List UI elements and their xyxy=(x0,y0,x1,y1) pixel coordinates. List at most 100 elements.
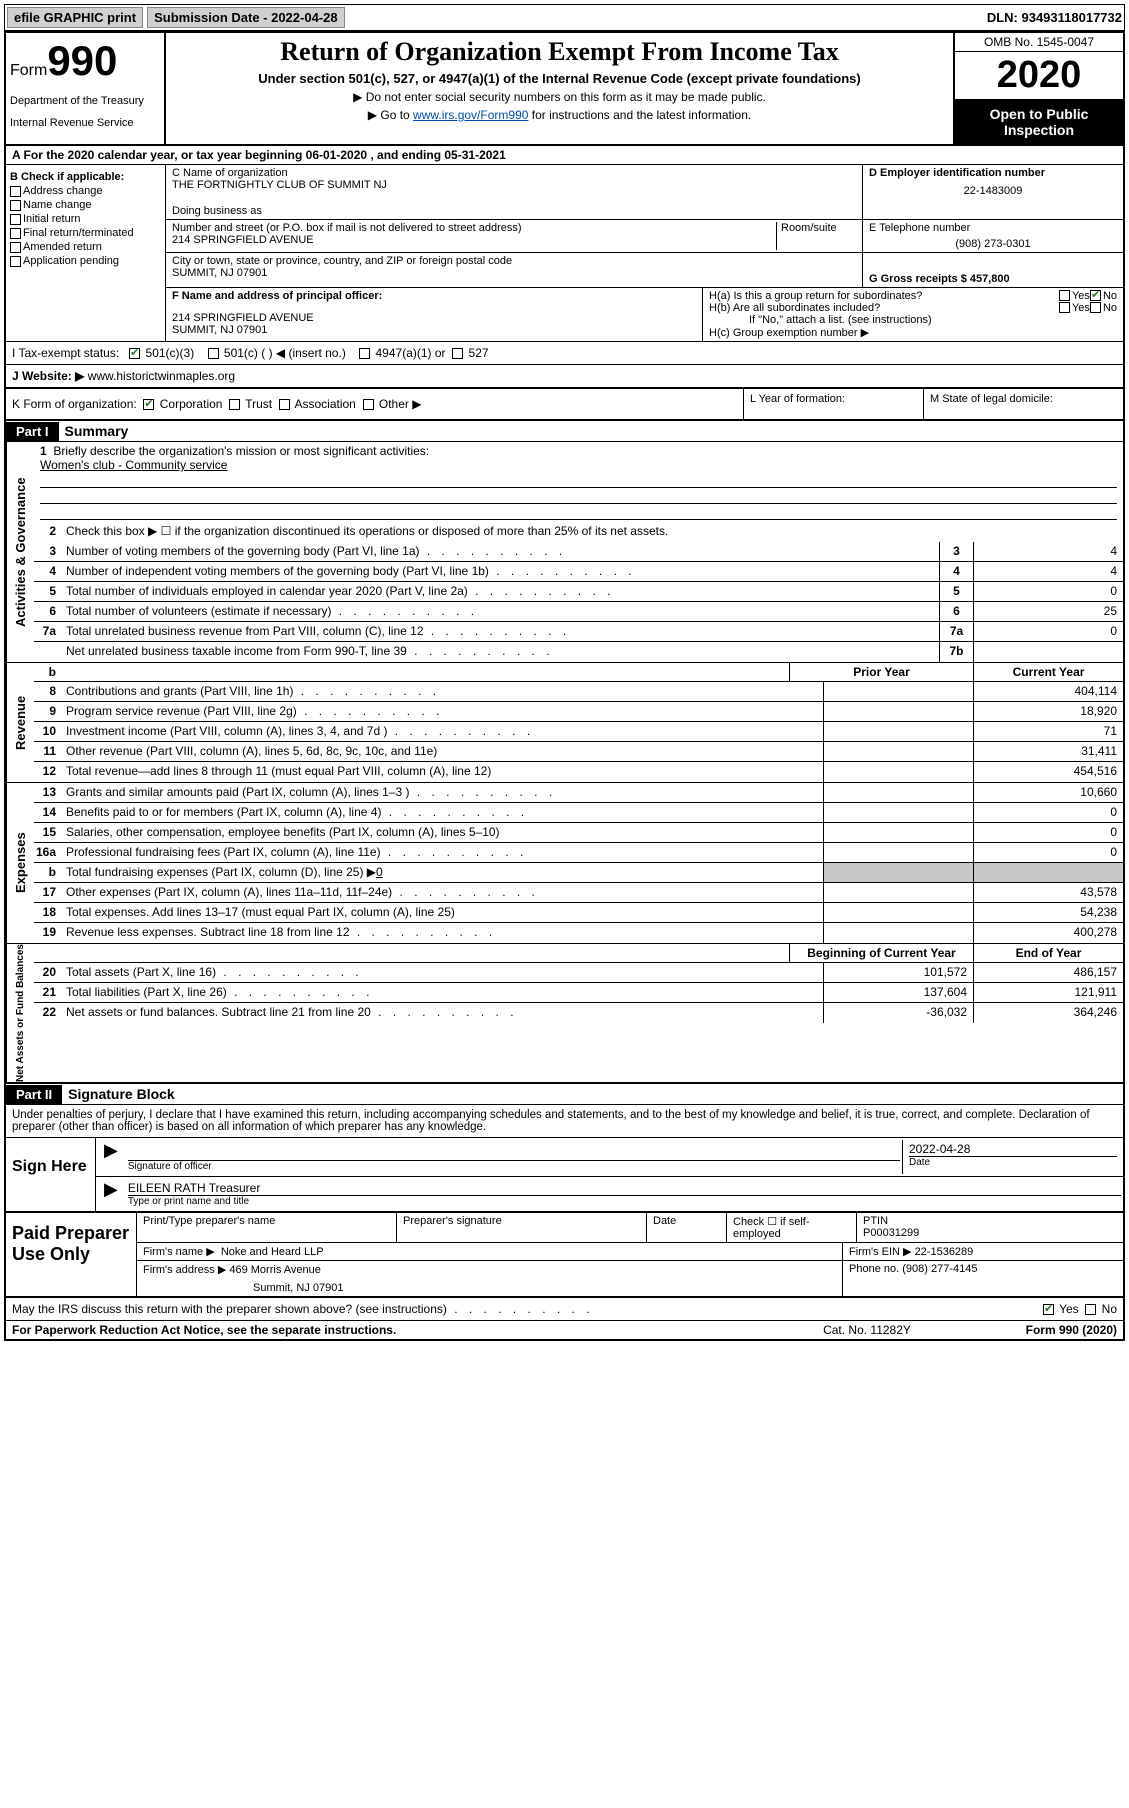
chk-name-change[interactable] xyxy=(10,200,21,211)
officer-name-label: Type or print name and title xyxy=(128,1195,1121,1207)
submission-date: Submission Date - 2022-04-28 xyxy=(147,7,345,28)
firm-phone: (908) 277-4145 xyxy=(902,1263,977,1275)
line16b-text: Total fundraising expenses (Part IX, col… xyxy=(62,863,823,882)
firm-name-label: Firm's name ▶ xyxy=(143,1246,215,1258)
part2-header: Part II xyxy=(6,1085,62,1104)
chk-other[interactable] xyxy=(363,399,374,410)
hb-yes[interactable] xyxy=(1059,302,1070,313)
chk-501c[interactable] xyxy=(208,348,219,359)
irs-link[interactable]: www.irs.gov/Form990 xyxy=(413,108,528,122)
lbl-final-return: Final return/terminated xyxy=(23,227,134,239)
lbl-corp: Corporation xyxy=(160,397,223,411)
chk-amended[interactable] xyxy=(10,242,21,253)
firm-name: Noke and Heard LLP xyxy=(221,1246,324,1258)
col-begin-year: Beginning of Current Year xyxy=(789,944,973,962)
line11-val: 31,411 xyxy=(973,742,1123,761)
website-label: J Website: ▶ xyxy=(12,369,88,383)
line1-label: Briefly describe the organization's miss… xyxy=(53,444,429,458)
col-current-year: Current Year xyxy=(973,663,1123,681)
prep-selfemp: Check ☐ if self-employed xyxy=(727,1213,857,1242)
lbl-trust: Trust xyxy=(245,397,272,411)
rev-b: b xyxy=(34,663,62,681)
dept-treasury: Department of the Treasury xyxy=(10,95,160,107)
ein-label: D Employer identification number xyxy=(869,167,1045,179)
prep-sig-label: Preparer's signature xyxy=(397,1213,647,1242)
omb-number: OMB No. 1545-0047 xyxy=(955,33,1123,52)
line17-val: 43,578 xyxy=(973,883,1123,902)
chk-527[interactable] xyxy=(452,348,463,359)
goto-note: ▶ Go to www.irs.gov/Form990 for instruct… xyxy=(170,108,949,122)
tax-year: 2020 xyxy=(955,52,1123,100)
chk-final-return[interactable] xyxy=(10,228,21,239)
paid-preparer-label: Paid Preparer Use Only xyxy=(6,1213,136,1296)
tax-exempt-row: I Tax-exempt status: 501(c)(3) 501(c) ( … xyxy=(6,342,1123,365)
efile-print-button[interactable]: efile GRAPHIC print xyxy=(7,7,143,28)
officer-label: F Name and address of principal officer: xyxy=(172,290,382,302)
ha-label: H(a) Is this a group return for subordin… xyxy=(709,290,1059,302)
ha-yes[interactable] xyxy=(1059,290,1070,301)
line14-val: 0 xyxy=(973,803,1123,822)
line18-val: 54,238 xyxy=(973,903,1123,922)
chk-address-change[interactable] xyxy=(10,186,21,197)
line16a-val: 0 xyxy=(973,843,1123,862)
prep-date-label: Date xyxy=(647,1213,727,1242)
hb-yes-lbl: Yes xyxy=(1072,302,1090,314)
lbl-501c3: 501(c)(3) xyxy=(146,346,195,360)
chk-app-pending[interactable] xyxy=(10,256,21,267)
lbl-app-pending: Application pending xyxy=(23,255,119,267)
firm-phone-label: Phone no. xyxy=(849,1263,899,1275)
line20-prior: 101,572 xyxy=(823,963,973,982)
ptin-label: PTIN xyxy=(863,1215,1117,1227)
line14-text: Benefits paid to or for members (Part IX… xyxy=(62,803,823,822)
line4-text: Number of independent voting members of … xyxy=(62,562,939,581)
phone-label: E Telephone number xyxy=(869,222,1117,234)
line8-text: Contributions and grants (Part VIII, lin… xyxy=(62,682,823,701)
chk-corp[interactable] xyxy=(143,399,154,410)
irs-no-lbl: No xyxy=(1102,1302,1117,1316)
chk-501c3[interactable] xyxy=(129,348,140,359)
sidebar-net-assets: Net Assets or Fund Balances xyxy=(6,944,34,1082)
line9-val: 18,920 xyxy=(973,702,1123,721)
chk-trust[interactable] xyxy=(229,399,240,410)
hc-label: H(c) Group exemption number ▶ xyxy=(709,326,1117,339)
line21-prior: 137,604 xyxy=(823,983,973,1002)
line7b-text: Net unrelated business taxable income fr… xyxy=(62,642,939,662)
sidebar-expenses: Expenses xyxy=(6,783,34,943)
form-body: Form990 Department of the Treasury Inter… xyxy=(4,31,1125,1341)
lbl-assoc: Association xyxy=(294,397,355,411)
line15-val: 0 xyxy=(973,823,1123,842)
form-id-box: Form990 Department of the Treasury Inter… xyxy=(6,33,166,144)
sign-here-label: Sign Here xyxy=(6,1138,96,1211)
sig-officer-label: Signature of officer xyxy=(128,1160,900,1172)
ptin-value: P00031299 xyxy=(863,1227,1117,1239)
hb-no[interactable] xyxy=(1090,302,1101,313)
line19-text: Revenue less expenses. Subtract line 18 … xyxy=(62,923,823,943)
form-number: 990 xyxy=(47,37,117,84)
form-ref: Form 990 (2020) xyxy=(967,1323,1117,1337)
irs-no[interactable] xyxy=(1085,1304,1096,1315)
irs-discuss-q: May the IRS discuss this return with the… xyxy=(12,1302,594,1316)
irs-yes[interactable] xyxy=(1043,1304,1054,1315)
chk-4947[interactable] xyxy=(359,348,370,359)
line7a-val: 0 xyxy=(973,622,1123,641)
goto-pre: ▶ Go to xyxy=(368,108,413,122)
room-suite-label: Room/suite xyxy=(776,222,856,250)
line21-val: 121,911 xyxy=(973,983,1123,1002)
part1-title: Summary xyxy=(59,421,135,441)
chk-initial-return[interactable] xyxy=(10,214,21,225)
line2-text: Check this box ▶ ☐ if the organization d… xyxy=(62,522,1123,542)
line15-text: Salaries, other compensation, employee b… xyxy=(62,823,823,842)
line6-text: Total number of volunteers (estimate if … xyxy=(62,602,939,621)
chk-assoc[interactable] xyxy=(279,399,290,410)
ha-no[interactable] xyxy=(1090,290,1101,301)
org-name: THE FORTNIGHTLY CLUB OF SUMMIT NJ xyxy=(172,179,856,191)
line4-val: 4 xyxy=(973,562,1123,581)
form-org-label: K Form of organization: xyxy=(12,397,137,411)
line19-val: 400,278 xyxy=(973,923,1123,943)
line12-text: Total revenue—add lines 8 through 11 (mu… xyxy=(62,762,823,782)
phone-value: (908) 273-0301 xyxy=(869,238,1117,250)
ein-value: 22-1483009 xyxy=(869,185,1117,197)
ssn-note: ▶ Do not enter social security numbers o… xyxy=(170,90,949,104)
lbl-501c: 501(c) ( ) ◀ (insert no.) xyxy=(224,346,346,360)
lbl-527: 527 xyxy=(469,346,489,360)
